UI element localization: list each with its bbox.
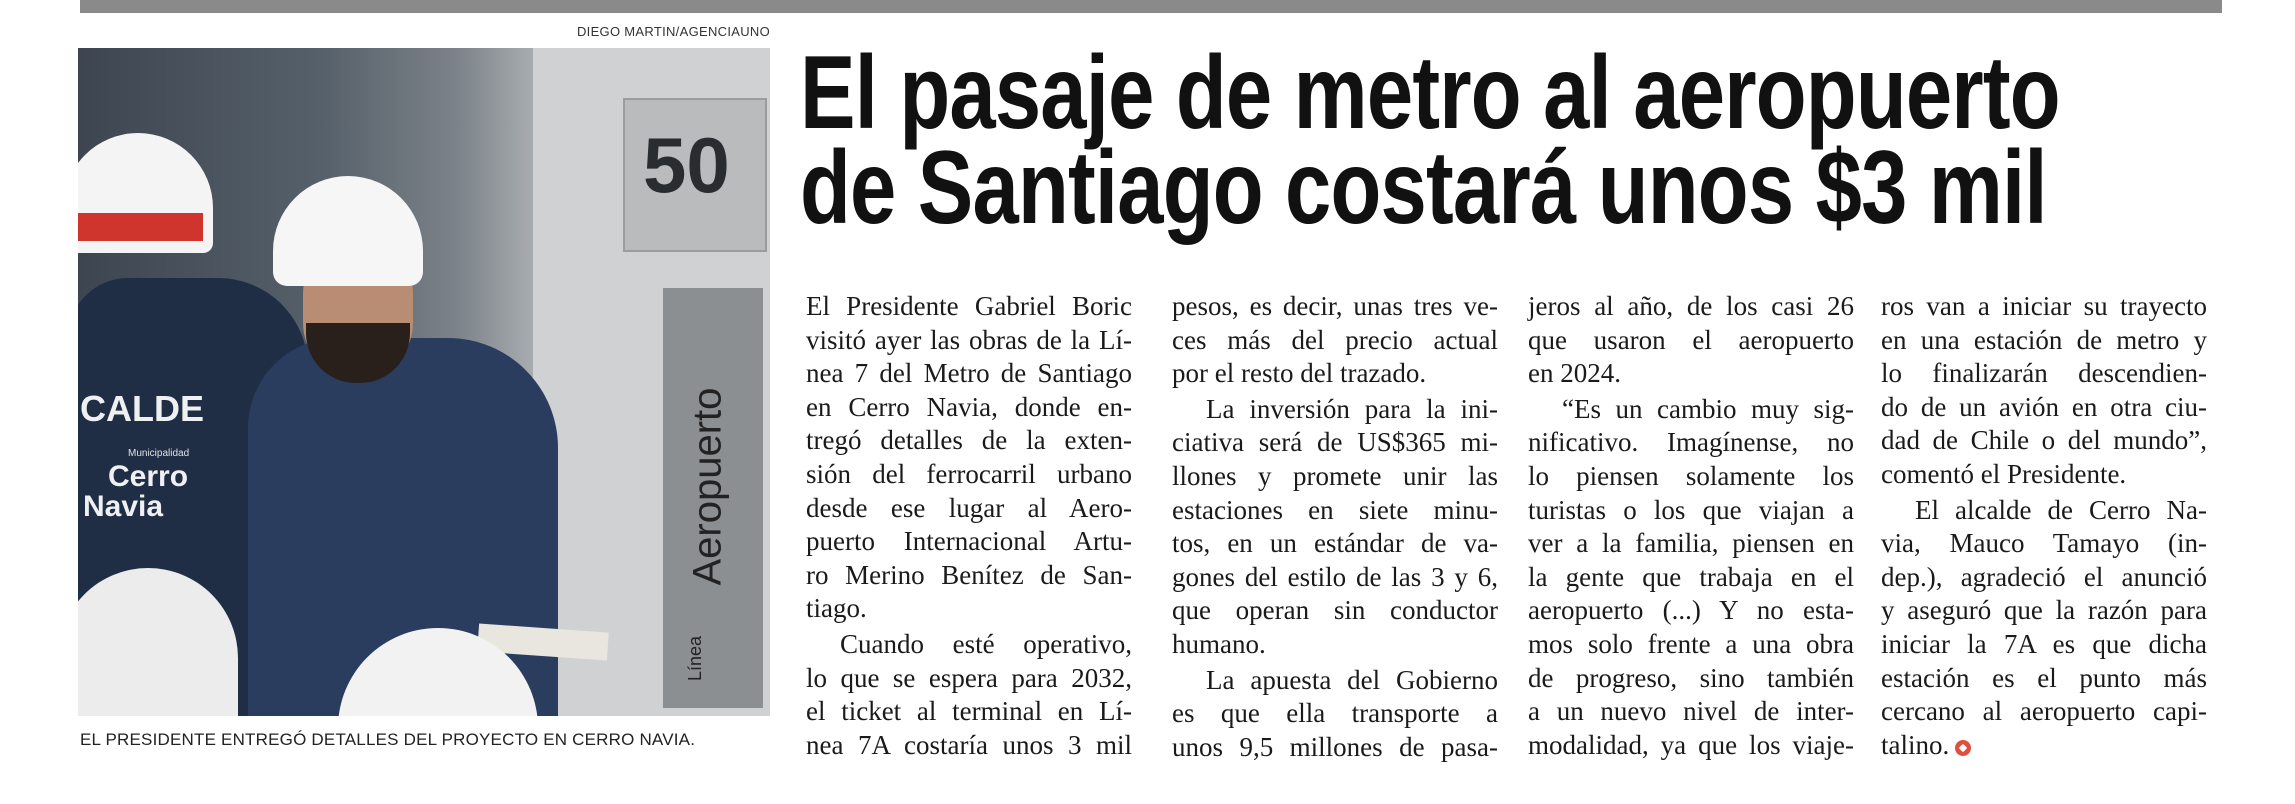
paragraph: pesos, es decir, unas tres ve-ces más de… [1172,290,1498,391]
paragraph: ros van a iniciar su trayecto en una esta… [1881,290,2207,492]
text-line: estación es el punto más [1881,662,2207,693]
paragraph: El alcalde de Cerro Na-via, Mauco Tamayo… [1881,494,2207,763]
text-line: dep.), agradeció el anunció [1881,561,2207,592]
text-line: en 2024. [1528,358,1621,389]
text-line: tiago. [806,593,867,624]
text-line: la gente que trabaja en el [1528,561,1854,592]
text-line: pesos, es decir, unas tres ve- [1172,291,1498,321]
text-line: y aseguró que la razón para [1881,595,2207,626]
text-line: de progreso, sino también [1528,662,1854,693]
text-line: ces más del precio actual [1172,324,1498,355]
text-line: tos, en un estándar de va- [1172,528,1498,559]
text-line: El Presidente Gabriel Boric [806,291,1132,321]
text-line: mos solo frente a una obra [1528,628,1854,659]
aeropuerto-sign: Aeropuerto Línea [663,288,763,708]
text-line: iniciar la 7A es que dicha [1881,628,2207,659]
paragraph: “Es un cambio muy sig-nificativo. Imagín… [1528,393,1854,763]
text-line: modalidad, ya que los viaje- [1528,729,1854,760]
text-line: do de un avión en otra ciu- [1881,391,2207,422]
text-line: es que ella transporte a [1172,698,1498,729]
text-line: ciativa será de US$365 mi- [1172,427,1498,458]
paragraph: La apuesta del Gobierno es que ella trans… [1172,664,1498,765]
end-of-article-icon [1955,739,1972,756]
article-column: El Presidente Gabriel Boric visitó ayer l… [806,290,1132,764]
text-line: jeros al año, de los casi 26 [1528,291,1854,321]
text-line: en una estación de metro y [1881,324,2207,355]
helmet [273,176,423,286]
text-line: visitó ayer las obras de la Lí- [806,324,1132,355]
text-line: ros van a iniciar su trayecto [1881,291,2207,321]
text-line: lo finalizarán descendien- [1881,358,2207,389]
paragraph: El Presidente Gabriel Boric visitó ayer l… [806,290,1132,626]
photo-credit: DIEGO MARTIN/AGENCIAUNO [576,24,770,39]
anniversary-sign: 50 [623,98,767,252]
article-column: jeros al año, de los casi 26 que usaron e… [1528,290,1854,764]
text-line: humano. [1172,628,1266,659]
text-line: nea 7 del Metro de Santiago [806,358,1132,389]
text-line: ro Merino Benítez de San- [806,559,1132,590]
text-line: cercano al aeropuerto capi- [1881,696,2207,727]
text-line: lo piensen solamente los [1528,460,1854,491]
text-line: La inversión para la ini- [1206,393,1498,424]
text-line: comentó el Presidente. [1881,458,2127,489]
text-line: en Cerro Navia, donde en- [806,391,1132,422]
text-line: puerto Internacional Artu- [806,526,1132,557]
helmet-stripe [78,213,203,241]
text-line: unos 9,5 millones de pasa- [1172,731,1498,762]
text-line: desde ese lugar al Aero- [806,492,1132,523]
text-line: via, Mauco Tamayo (in- [1881,528,2207,559]
text-line: aeropuerto (...) Y no esta- [1528,595,1854,626]
text-line: que usaron el aeropuerto [1528,324,1854,355]
paragraph: La inversión para la ini-ciativa será de… [1172,393,1498,662]
text-line: sión del ferrocarril urbano [806,458,1132,489]
text-line: que operan sin conductor [1172,595,1498,626]
text-line: tregó detalles de la exten- [806,425,1132,456]
text-line: llones y promete unir las [1172,460,1498,491]
article-photo: 50 Aeropuerto Línea CALDE Municipalidad … [78,48,770,716]
text-line: Cuando esté operativo, [840,628,1132,659]
text-line: La apuesta del Gobierno [1206,664,1498,695]
headline-line: de Santiago costará unos $3 mil [800,130,2047,246]
paragraph: jeros al año, de los casi 26 que usaron e… [1528,290,1854,391]
article-column: pesos, es decir, unas tres ve-ces más de… [1172,290,1498,766]
text-line: por el resto del trazado. [1172,358,1427,389]
text-line: “Es un cambio muy sig- [1562,393,1854,424]
text-line: dad de Chile o del mundo”, [1881,425,2207,456]
text-line: El alcalde de Cerro Na- [1915,494,2207,525]
photo-caption: EL PRESIDENTE ENTREGÓ DETALLES DEL PROYE… [80,730,696,749]
headline-line: El pasaje de metro al aeropuerto [800,35,2061,151]
text-line: ver a la familia, piensen en [1528,528,1854,559]
headline: El pasaje de metro al aeropuerto de Sant… [800,35,2061,246]
text-line: gones del estilo de las 3 y 6, [1172,561,1498,592]
text-line: talino. [1881,729,2207,763]
text-line: turistas o los que viajan a [1528,494,1854,525]
top-rule [80,0,2222,13]
text-line: el ticket al terminal en Lí- [806,696,1132,727]
paragraph: Cuando esté operativo, lo que se espera p… [806,628,1132,762]
text-line: estaciones en siete minu- [1172,494,1498,525]
text-line: a un nuevo nivel de inter- [1528,696,1854,727]
text-line: nificativo. Imagínense, no [1528,427,1854,458]
text-line: nea 7A costaría unos 3 mil [806,729,1132,760]
article-column: ros van a iniciar su trayecto en una esta… [1881,290,2207,764]
text-line: lo que se espera para 2032, [806,662,1132,693]
